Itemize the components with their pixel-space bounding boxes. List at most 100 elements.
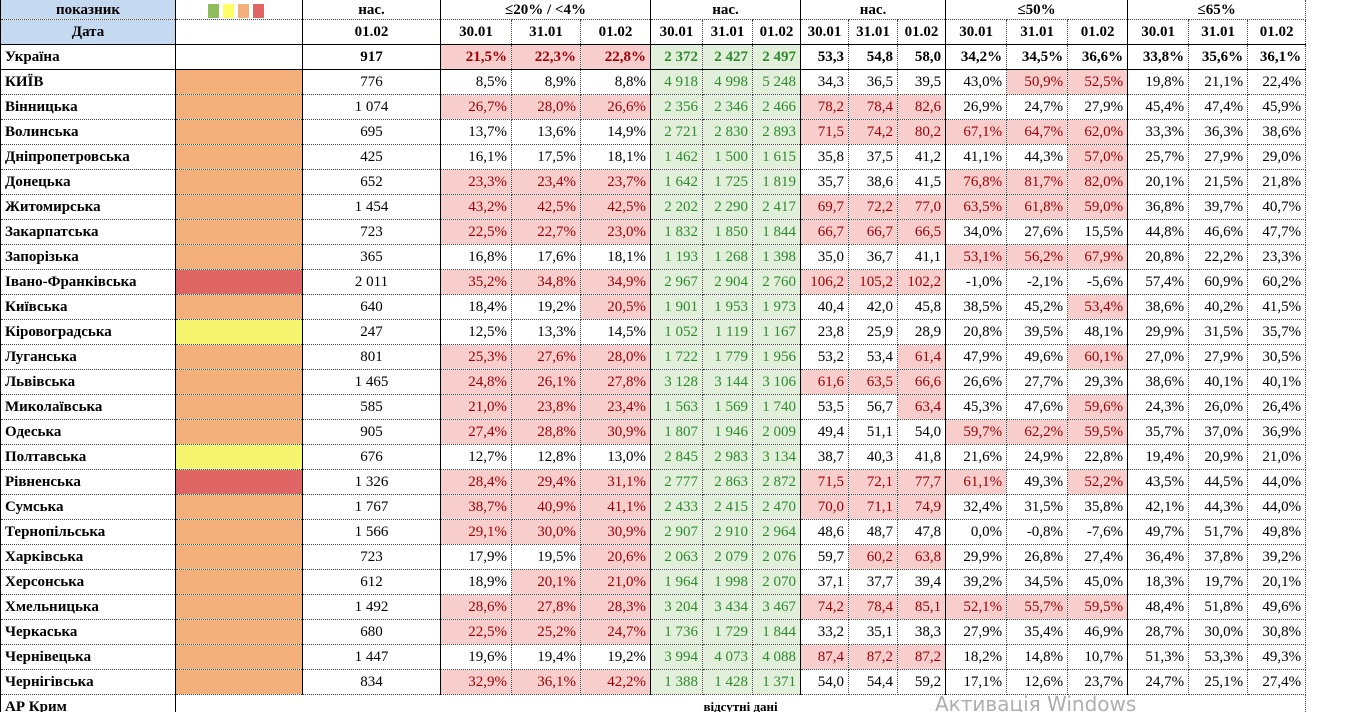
- value-cell: 59,6%: [1067, 394, 1129, 420]
- value-cell: 66,7: [800, 219, 850, 245]
- value-cell: 18,1%: [580, 144, 651, 170]
- value-cell: 53,5: [800, 394, 850, 420]
- value-cell: 22,3%: [511, 44, 581, 70]
- status-cell: [175, 669, 303, 695]
- table-row: Чернігівська 834 32,9% 36,1% 42,2% 1 388 1 428…: [0, 669, 1307, 695]
- value-cell: 44,3%: [1188, 494, 1249, 520]
- value-cell: 2 427: [702, 44, 753, 70]
- value-cell: 3 134: [751, 444, 802, 470]
- value-cell: 12,6%: [1006, 669, 1069, 695]
- table-row: Сумська 1 767 38,7% 40,9% 41,1% 2 433 2 415 2 4…: [0, 494, 1307, 520]
- header-cell: показник: [0, 0, 176, 20]
- value-cell: 69,7: [800, 194, 850, 220]
- value-cell: 31,1%: [580, 469, 651, 495]
- value-cell: 16,1%: [440, 144, 512, 170]
- status-cell: [175, 244, 303, 270]
- value-cell: 22,8%: [580, 44, 651, 70]
- value-cell: 2 907: [650, 519, 703, 545]
- legend-swatch: [208, 3, 219, 18]
- value-cell: 3 467: [751, 594, 802, 620]
- value-cell: 85,1: [897, 594, 947, 620]
- region-name: Тернопільська: [0, 519, 176, 545]
- value-cell: 18,2%: [945, 644, 1008, 670]
- header-cell: Дата: [0, 19, 176, 45]
- value-cell: 20,1%: [1127, 169, 1190, 195]
- value-cell: 36,4%: [1127, 544, 1190, 570]
- group-header: нас.: [649, 0, 802, 20]
- table-row: Закарпатська 723 22,5% 22,7% 23,0% 1 832 1 850…: [0, 219, 1307, 245]
- value-cell: 29,9%: [945, 544, 1008, 570]
- region-name: Рівненська: [0, 469, 176, 495]
- region-name: Одеська: [0, 419, 176, 445]
- value-cell: 66,5: [897, 219, 947, 245]
- value-cell: 47,4%: [1188, 94, 1249, 120]
- value-cell: 30,0%: [511, 519, 581, 545]
- value-cell: 59,5%: [1067, 419, 1129, 445]
- value-cell: 87,2: [848, 644, 899, 670]
- header-row: показник нас. ≤20% / <4% нас. нас. ≤50% ≤65%: [0, 0, 1307, 20]
- value-cell: 60,9%: [1188, 269, 1249, 295]
- value-cell: 48,6: [800, 519, 850, 545]
- value-cell: 34,5%: [1006, 44, 1069, 70]
- table-row: Миколаївська 585 21,0% 23,8% 23,4% 1 563 1 569…: [0, 394, 1307, 420]
- value-cell: 53,3%: [1188, 644, 1249, 670]
- value-cell: 16,8%: [440, 244, 512, 270]
- value-cell: 43,5%: [1127, 469, 1190, 495]
- region-name: Чернівецька: [0, 644, 176, 670]
- value-cell: 60,1%: [1067, 344, 1129, 370]
- value-cell: 676: [302, 444, 441, 470]
- region-name: Івано-Франківська: [0, 269, 176, 295]
- date-header: 01.02: [580, 19, 651, 45]
- value-cell: 74,2: [848, 119, 899, 145]
- value-cell: 8,9%: [511, 69, 581, 95]
- value-cell: 680: [302, 619, 441, 645]
- value-cell: 36,1%: [1247, 44, 1307, 70]
- value-cell: 38,7%: [440, 494, 512, 520]
- date-header: 01.02: [1067, 19, 1129, 45]
- value-cell: 72,2: [848, 194, 899, 220]
- value-cell: 2 079: [702, 544, 753, 570]
- header-cell: нас.: [302, 0, 441, 20]
- value-cell: 1 729: [702, 619, 753, 645]
- value-cell: 52,2%: [1067, 469, 1129, 495]
- value-cell: 45,3%: [945, 394, 1008, 420]
- value-cell: 27,4%: [1067, 544, 1129, 570]
- value-cell: 35,4%: [1006, 619, 1069, 645]
- value-cell: 2 893: [751, 119, 802, 145]
- value-cell: 3 204: [650, 594, 703, 620]
- group-header: ≤65%: [1127, 0, 1307, 20]
- value-cell: 38,6%: [1127, 294, 1190, 320]
- legend-swatch: [223, 3, 234, 18]
- value-cell: 247: [302, 319, 441, 345]
- value-cell: 37,7: [848, 569, 899, 595]
- value-cell: 4 918: [650, 69, 703, 95]
- value-cell: 52,5%: [1067, 69, 1129, 95]
- value-cell: 17,1%: [945, 669, 1008, 695]
- value-cell: 19,5%: [511, 544, 581, 570]
- value-cell: 22,5%: [440, 619, 512, 645]
- date-header: 31.01: [702, 19, 753, 45]
- value-cell: 1 973: [751, 294, 802, 320]
- value-cell: 59,2: [897, 669, 947, 695]
- value-cell: 27,0%: [1127, 344, 1190, 370]
- value-cell: 37,5: [848, 144, 899, 170]
- date-header: 30.01: [945, 19, 1008, 45]
- value-cell: 27,6%: [511, 344, 581, 370]
- value-cell: 36,1%: [511, 669, 581, 695]
- value-cell: 20,6%: [580, 544, 651, 570]
- value-cell: 74,9: [897, 494, 947, 520]
- value-cell: 41,5%: [1247, 294, 1307, 320]
- legend-swatch: [238, 3, 249, 18]
- value-cell: 1 946: [702, 419, 753, 445]
- value-cell: 54,4: [848, 669, 899, 695]
- value-cell: 38,3: [897, 619, 947, 645]
- date-header: 30.01: [800, 19, 850, 45]
- table-row: Київська 640 18,4% 19,2% 20,5% 1 901 1 953 1 97…: [0, 294, 1307, 320]
- value-cell: 23,8%: [511, 394, 581, 420]
- value-cell: 2 830: [702, 119, 753, 145]
- table-row: КИЇВ 776 8,5% 8,9% 8,8% 4 918 4 998 5 248 34,3 36…: [0, 69, 1307, 95]
- status-cell: [175, 644, 303, 670]
- value-cell: 2 415: [702, 494, 753, 520]
- value-cell: 2 346: [702, 94, 753, 120]
- value-cell: 425: [302, 144, 441, 170]
